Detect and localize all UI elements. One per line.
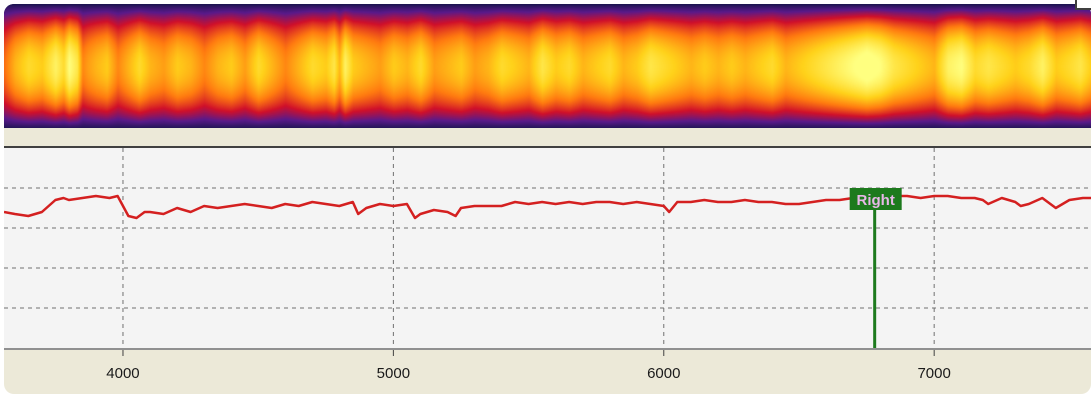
heatmap-image (4, 4, 1091, 128)
right-marker[interactable]: Right (849, 188, 902, 348)
line-plot: Right (4, 148, 1091, 348)
x-tick-label-1: 5000 (377, 365, 410, 382)
line-plot-panel: Right (4, 148, 1091, 348)
corner-mark (1075, 0, 1091, 10)
x-axis: 4000 5000 6000 7000 (106, 350, 951, 382)
x-tick-label-2: 6000 (647, 365, 680, 382)
heatmap-panel (4, 4, 1091, 128)
marker-label-box[interactable] (849, 188, 902, 210)
marker-label: Right (857, 192, 895, 209)
series-line-0 (4, 194, 1091, 220)
x-tick-label-0: 4000 (106, 365, 139, 382)
panel-separator (4, 128, 1091, 148)
x-tick-label-3: 7000 (917, 365, 950, 382)
x-axis-panel: 4000 5000 6000 7000 (4, 348, 1091, 394)
